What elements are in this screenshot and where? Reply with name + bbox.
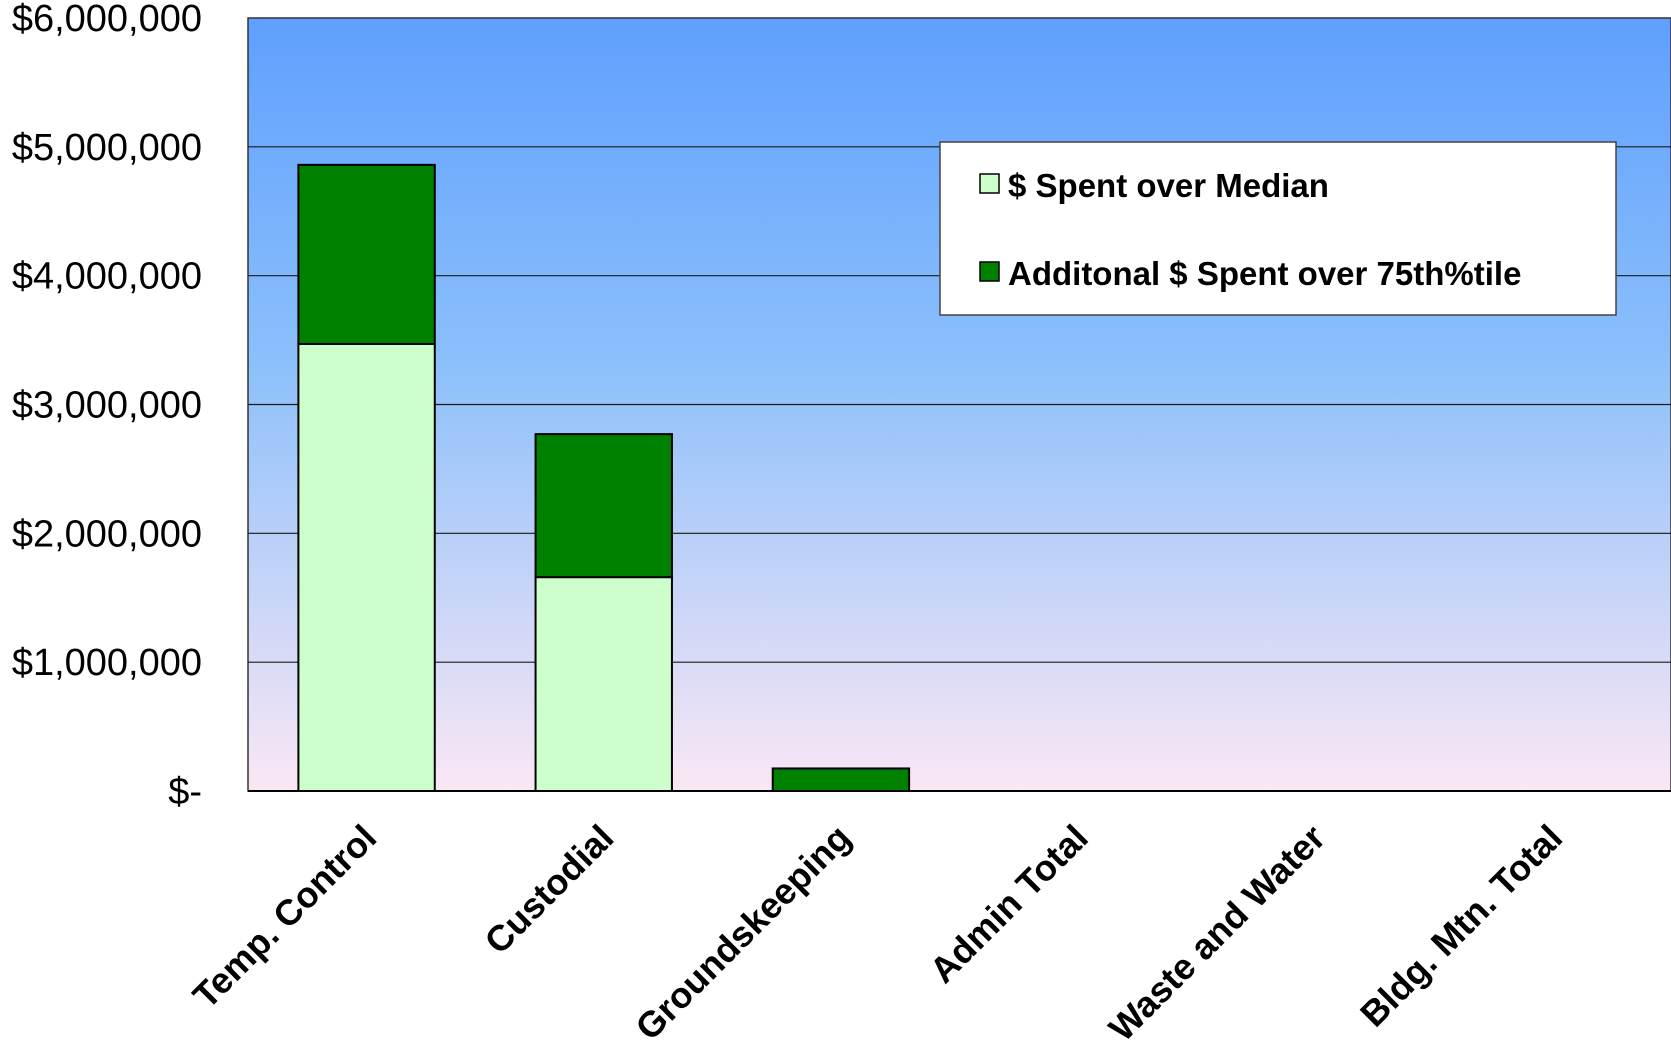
legend-label-75th-percentile: Additonal $ Spent over 75th%tile (1008, 255, 1521, 292)
x-category-label: Admin Total (922, 817, 1096, 991)
x-category-label: Groundskeeping (627, 817, 858, 1048)
bar-over-75th-2 (771, 767, 911, 792)
legend-label-median: $ Spent over Median (1008, 167, 1329, 204)
bar-over-75th-1 (534, 433, 673, 579)
legend: $ Spent over Median Additonal $ Spent ov… (939, 141, 1617, 316)
x-axis-category-labels: Temp. Control Custodial Groundskeeping Admi… (185, 817, 1570, 1049)
x-category-label: Bldg. Mtn. Total (1352, 817, 1570, 1035)
y-tick-label: $2,000,000 (12, 513, 202, 555)
y-tick-label: $4,000,000 (12, 256, 202, 298)
y-axis-tick-labels: $- $1,000,000 $2,000,000 $3,000,000 $4,000,0… (12, 0, 202, 813)
x-category-label: Temp. Control (185, 817, 385, 1017)
legend-swatch-75th-percentile (979, 261, 1000, 282)
x-category-label: Custodial (476, 817, 621, 962)
legend-swatch-median (979, 173, 1000, 194)
bar-over-75th-0 (297, 163, 436, 345)
y-tick-label: $1,000,000 (12, 642, 202, 684)
bar-median-0 (297, 342, 436, 792)
bar-median-1 (534, 576, 673, 792)
y-tick-label: $6,000,000 (12, 0, 202, 40)
bar-series (297, 163, 911, 792)
y-tick-label: $5,000,000 (12, 127, 202, 169)
legend-box (939, 141, 1617, 316)
y-tick-label: $- (168, 771, 202, 813)
x-category-label: Waste and Water (1101, 817, 1333, 1049)
y-tick-label: $3,000,000 (12, 385, 202, 427)
